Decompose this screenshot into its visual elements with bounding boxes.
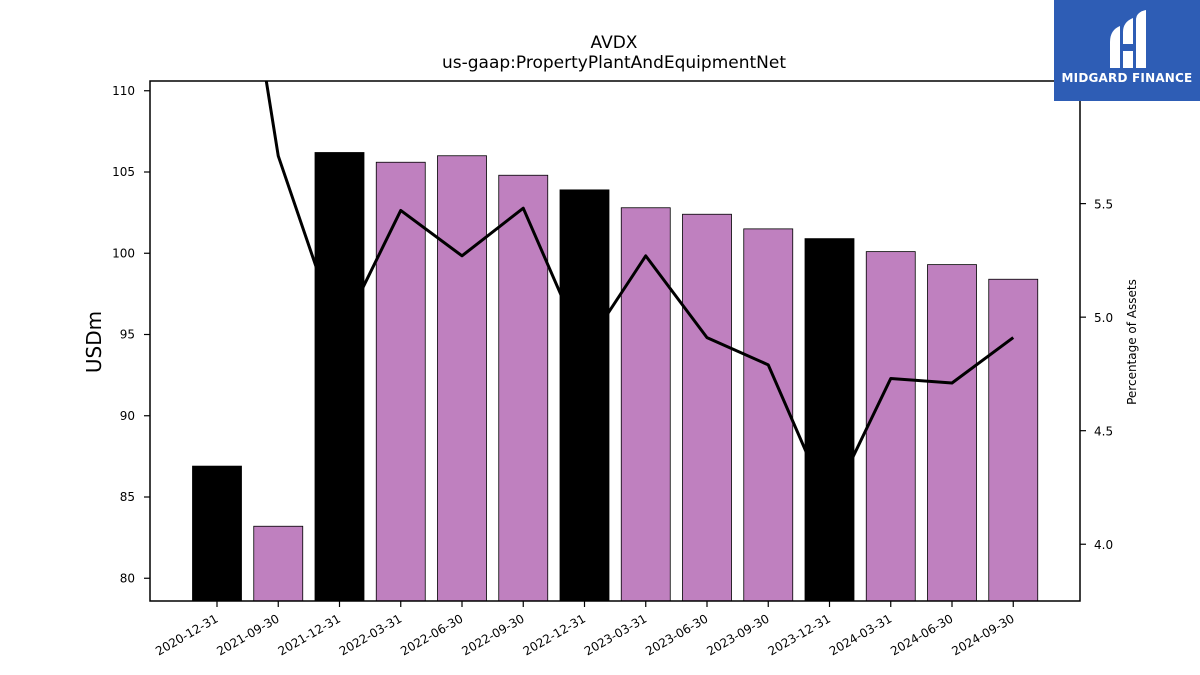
chart-subtitle: us-gaap:PropertyPlantAndEquipmentNet <box>442 53 786 73</box>
x-axis: 2020-12-312021-09-302021-12-312022-03-31… <box>153 601 1017 658</box>
y-left-tick-label: 95 <box>120 328 135 342</box>
bar-2022-03-31 <box>375 161 426 602</box>
bar-2021-12-31 <box>314 152 365 602</box>
y-right-tick-label: 5.5 <box>1094 198 1113 212</box>
x-tick-label: 2023-12-31 <box>766 611 833 658</box>
x-tick-label: 2024-09-30 <box>949 611 1016 658</box>
y-axis-right: 4.0 4.5 5.0 5.5 <box>1080 198 1113 552</box>
x-tick-label: 2020-12-31 <box>153 611 220 658</box>
x-tick-label: 2023-03-31 <box>582 611 649 658</box>
bars-layer <box>192 152 1039 602</box>
y-left-tick-label: 110 <box>112 84 135 98</box>
y-axis-left: 80 85 90 95 100 105 110 <box>112 84 150 585</box>
y-axis-left-label: USDm <box>82 311 106 373</box>
bar-2023-09-30 <box>743 228 794 602</box>
bar-2024-06-30 <box>927 264 977 602</box>
y-left-tick-label: 90 <box>120 409 135 423</box>
midgard-logo-icon <box>1110 10 1146 68</box>
y-left-tick-label: 105 <box>112 165 135 179</box>
y-left-tick-label: 85 <box>120 490 135 504</box>
y-right-tick-label: 5.0 <box>1094 311 1113 325</box>
y-right-tick-label: 4.5 <box>1094 425 1113 439</box>
y-axis-right-label: Percentage of Assets <box>1125 279 1139 405</box>
y-right-tick-label: 4.0 <box>1094 538 1113 552</box>
bar-2024-09-30 <box>988 278 1039 602</box>
percentage-of-assets-line <box>264 81 1015 508</box>
bar-2022-06-30 <box>437 155 487 602</box>
bar-2023-03-31 <box>620 207 671 602</box>
y-left-tick-label: 80 <box>120 571 135 585</box>
bar-2022-12-31 <box>559 189 610 602</box>
x-tick-label: 2022-06-30 <box>398 611 465 658</box>
bar-2023-06-30 <box>682 213 732 602</box>
x-tick-label: 2023-09-30 <box>704 611 771 658</box>
bar-2020-12-31 <box>192 465 242 602</box>
x-tick-label: 2022-03-31 <box>337 611 404 658</box>
bar-2024-03-31 <box>865 251 916 602</box>
chart-title: AVDX <box>591 33 638 53</box>
bar-2023-12-31 <box>804 238 855 602</box>
x-tick-label: 2024-03-31 <box>827 611 894 658</box>
x-tick-label: 2024-06-30 <box>888 611 955 658</box>
x-tick-label: 2022-09-30 <box>459 611 526 658</box>
x-tick-label: 2023-06-30 <box>643 611 710 658</box>
plot-frame <box>149 80 1081 602</box>
bar-2021-09-30 <box>253 525 304 602</box>
bar-2022-09-30 <box>498 174 549 602</box>
y-left-tick-label: 100 <box>112 246 135 260</box>
logo-text: MIDGARD FINANCE <box>1061 71 1193 85</box>
x-tick-label: 2022-12-31 <box>521 611 588 658</box>
midgard-finance-logo: MIDGARD FINANCE <box>1054 0 1200 101</box>
x-tick-label: 2021-09-30 <box>214 611 281 658</box>
x-tick-label: 2021-12-31 <box>276 611 343 658</box>
line-layer <box>264 81 1015 508</box>
